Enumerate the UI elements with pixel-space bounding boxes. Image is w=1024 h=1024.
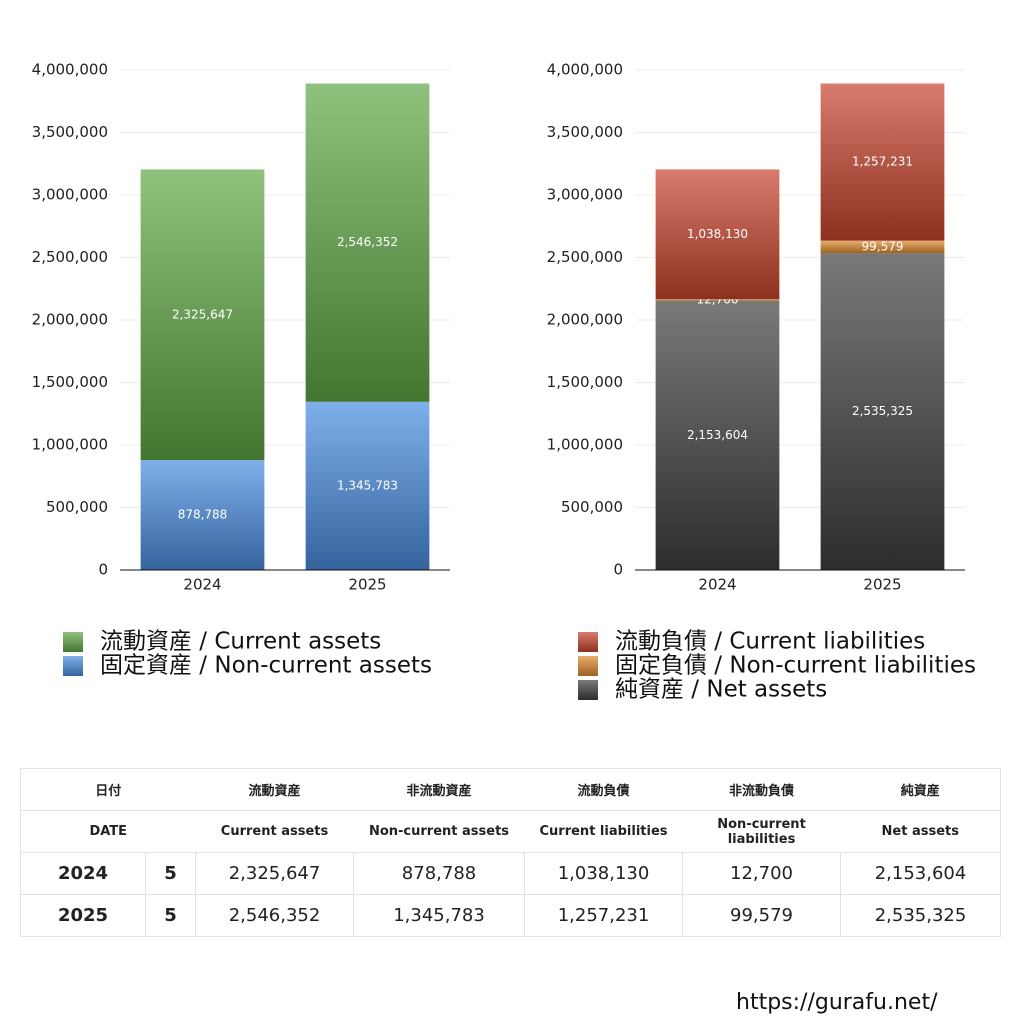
y-tick-label: 3,500,000 [32, 123, 108, 141]
table-cell: 878,788 [353, 852, 526, 895]
value-label: 1,257,231 [852, 155, 913, 169]
y-tick-label: 1,500,000 [547, 373, 623, 391]
x-tick-label: 2025 [863, 576, 901, 594]
table-cell: 1,345,783 [353, 894, 526, 937]
y-tick-label: 2,500,000 [32, 248, 108, 266]
table-cell: 2,535,325 [840, 894, 1002, 937]
y-tick-label: 1,000,000 [32, 436, 108, 454]
legend-swatch [63, 632, 83, 652]
value-label: 1,345,783 [337, 478, 398, 492]
bar-segment [655, 299, 780, 301]
legend-swatch [578, 632, 598, 652]
y-tick-label: 3,500,000 [547, 123, 623, 141]
y-tick-label: 4,000,000 [32, 61, 108, 79]
table-cell: Current liabilities [524, 810, 683, 853]
table-cell: 12,700 [682, 852, 842, 895]
bar-segment [140, 460, 265, 570]
table-cell: 5 [144, 894, 197, 937]
table-cell: 2025 [20, 894, 146, 937]
y-tick-label: 4,000,000 [547, 61, 623, 79]
value-label: 878,788 [178, 508, 228, 522]
table-cell: 2,325,647 [195, 852, 355, 895]
table-cell: DATE [19, 810, 196, 853]
y-tick-label: 2,000,000 [32, 311, 108, 329]
table-cell: 1,257,231 [524, 894, 684, 937]
y-tick-label: 3,000,000 [547, 186, 623, 204]
charts: 0 500,000 1,000,000 1,500,000 2,000,000 2,500… [32, 61, 976, 703]
y-tick-label: 500,000 [561, 498, 623, 516]
table-row: 日付 流動資産 非流動資産 流動負債 非流動負債 純資産 [19, 768, 1002, 811]
bar-segment [305, 401, 430, 570]
value-label: 2,325,647 [172, 307, 233, 321]
value-label: 2,535,325 [852, 404, 913, 418]
table-cell: 純資産 [840, 768, 1002, 811]
bar-segment [655, 300, 780, 570]
y-tick-label: 0 [98, 561, 108, 579]
table-cell: 非流動負債 [682, 768, 841, 811]
value-label: 99,579 [862, 239, 904, 253]
y-tick-label: 1,500,000 [32, 373, 108, 391]
table-cell: Non-current liabilities [682, 810, 841, 853]
y-tick-label: 0 [613, 561, 623, 579]
legend-swatch [63, 656, 83, 676]
value-label: 2,546,352 [337, 235, 398, 249]
table-cell: Current assets [195, 810, 354, 853]
table-cell: 1,038,130 [524, 852, 684, 895]
bar-segment [305, 83, 430, 402]
table-cell: 2,546,352 [195, 894, 355, 937]
legend-label: 純資産 / Net assets [615, 677, 827, 703]
y-tick-label: 2,000,000 [547, 311, 623, 329]
table-row: 2024 5 2,325,647 878,788 1,038,130 12,700 2,15… [20, 852, 1002, 895]
value-label: 2,153,604 [687, 428, 748, 442]
y-tick-label: 2,500,000 [547, 248, 623, 266]
table-row: DATE Current assets Non-current assets Curr… [19, 810, 1002, 853]
x-tick-label: 2025 [348, 576, 386, 594]
x-tick-label: 2024 [698, 576, 736, 594]
bar-segment [140, 169, 265, 461]
legend-swatch [578, 680, 598, 700]
bar-segment [655, 169, 780, 300]
legend-label: 固定資産 / Non-current assets [100, 653, 432, 679]
table-cell: 99,579 [682, 894, 842, 937]
table-cell: 2,153,604 [840, 852, 1002, 895]
table-row: 2025 5 2,546,352 1,345,783 1,257,231 99,579 2,… [20, 894, 1002, 937]
footer-url: https://gurafu.net/ [736, 990, 938, 1015]
table-cell: 流動資産 [195, 768, 354, 811]
value-label: 1,038,130 [687, 227, 748, 241]
y-tick-label: 1,000,000 [547, 436, 623, 454]
bar-segment [820, 240, 945, 254]
table-cell: 流動負債 [524, 768, 683, 811]
table-cell: 2024 [20, 852, 146, 895]
y-tick-label: 3,000,000 [32, 186, 108, 204]
bar-segment [820, 83, 945, 241]
table-cell: Non-current assets [353, 810, 525, 853]
x-tick-label: 2024 [183, 576, 221, 594]
bar-segment [820, 253, 945, 570]
legend-label: 固定負債 / Non-current liabilities [615, 653, 976, 679]
legend-swatch [578, 656, 598, 676]
legend-label: 流動資産 / Current assets [100, 629, 381, 655]
table-cell: Net assets [840, 810, 1002, 853]
table-cell: 5 [144, 852, 197, 895]
table-cell: 日付 [19, 768, 196, 811]
y-tick-label: 500,000 [46, 498, 108, 516]
legend-label: 流動負債 / Current liabilities [615, 629, 925, 655]
data-table: 日付 流動資産 非流動資産 流動負債 非流動負債 純資産 DATE Current asset… [19, 768, 1002, 937]
table-cell: 非流動資産 [353, 768, 525, 811]
